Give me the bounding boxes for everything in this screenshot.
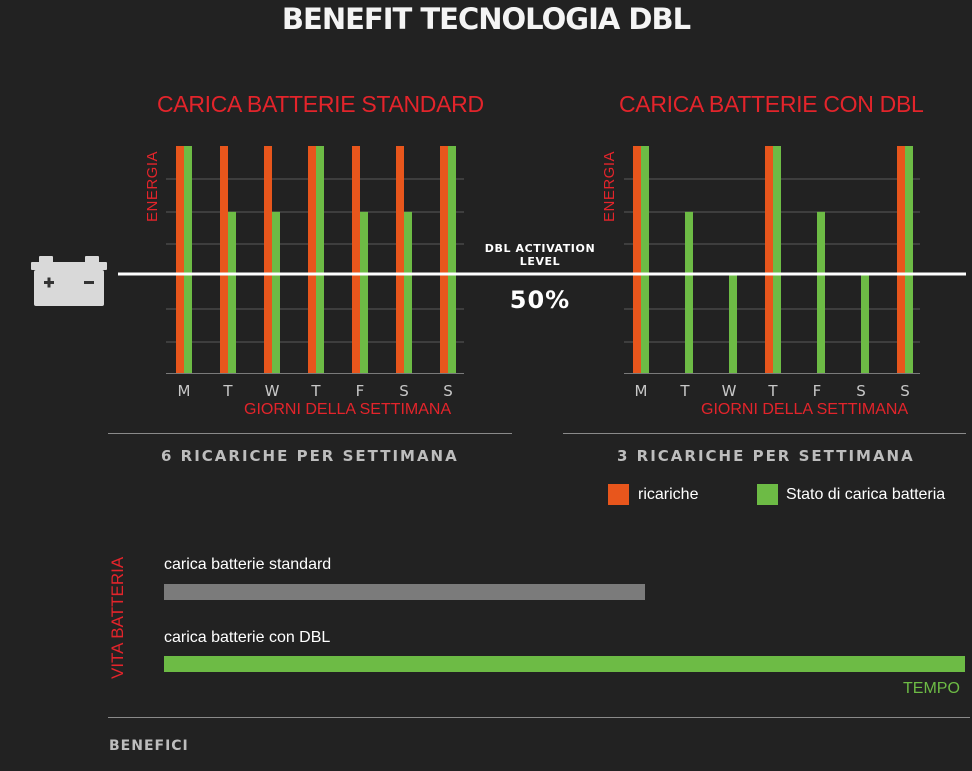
divider-bottom (108, 717, 970, 718)
life-bar-standard (164, 584, 645, 600)
life-label-standard: carica batterie standard (164, 556, 332, 573)
chart-title-dbl: CARICA BATTERIE CON DBL (619, 91, 924, 117)
tick-label-dbl-1: T (679, 382, 690, 400)
life-bar-dbl (164, 656, 965, 672)
legend-swatch-ricariche (608, 484, 629, 505)
bar-standard-ricariche-0 (176, 146, 184, 373)
tick-label-standard-5: S (399, 382, 409, 400)
tick-label-dbl-5: S (856, 382, 866, 400)
bar-dbl-stato-5 (861, 275, 869, 373)
tick-label-dbl-6: S (900, 382, 910, 400)
tick-label-standard-6: S (443, 382, 453, 400)
tick-label-dbl-2: W (722, 382, 737, 400)
tick-label-standard-0: M (178, 382, 191, 400)
life-label-dbl: carica batterie con DBL (164, 629, 331, 646)
tick-label-standard-1: T (222, 382, 233, 400)
divider-standard (108, 433, 512, 434)
bar-standard-ricariche-4 (352, 146, 360, 373)
life-track-dbl (164, 656, 965, 672)
bar-standard-stato-5 (404, 211, 412, 373)
bar-dbl-stato-6 (905, 146, 913, 373)
bar-standard-ricariche-2 (264, 146, 272, 373)
legend-label-stato: Stato di carica batteria (786, 486, 946, 503)
bars-layer (176, 146, 913, 373)
tick-label-standard-2: W (265, 382, 280, 400)
bar-standard-stato-4 (360, 211, 368, 373)
tick-label-standard-3: T (310, 382, 321, 400)
page-title: BENEFIT TECNOLOGIA DBL (281, 2, 691, 36)
bar-dbl-stato-3 (773, 146, 781, 373)
bar-dbl-stato-4 (817, 211, 825, 373)
bar-standard-stato-0 (184, 146, 192, 373)
bar-standard-stato-1 (228, 211, 236, 373)
tick-label-standard-4: F (356, 382, 365, 400)
tick-label-dbl-4: F (813, 382, 822, 400)
chart-title-standard: CARICA BATTERIE STANDARD (157, 91, 484, 117)
summary-dbl: 3 RICARICHE PER SETTIMANA (617, 447, 915, 465)
battery-icon (31, 256, 107, 306)
legend-label-ricariche: ricariche (638, 486, 699, 503)
tick-label-dbl-0: M (635, 382, 648, 400)
bar-dbl-stato-2 (729, 275, 737, 373)
summary-standard: 6 RICARICHE PER SETTIMANA (161, 447, 459, 465)
legend-swatch-stato (757, 484, 778, 505)
bar-standard-stato-3 (316, 146, 324, 373)
time-axis-label: TEMPO (903, 680, 960, 697)
x-axis-title-dbl: GIORNI DELLA SETTIMANA (701, 401, 909, 418)
bar-dbl-ricariche-0 (633, 146, 641, 373)
x-axis-title-standard: GIORNI DELLA SETTIMANA (244, 401, 452, 418)
bar-dbl-ricariche-3 (765, 146, 773, 373)
bar-standard-ricariche-3 (308, 146, 316, 373)
bar-standard-ricariche-5 (396, 146, 404, 373)
bar-standard-ricariche-1 (220, 146, 228, 373)
bar-standard-stato-6 (448, 146, 456, 373)
bar-dbl-ricariche-6 (897, 146, 905, 373)
threshold-value: 50% (509, 286, 571, 314)
tick-label-dbl-3: T (767, 382, 778, 400)
bar-standard-stato-2 (272, 211, 280, 373)
divider-dbl (563, 433, 966, 434)
bar-dbl-stato-1 (685, 211, 693, 373)
threshold-caption: DBL ACTIVATION LEVEL (484, 242, 596, 268)
bar-standard-ricariche-6 (440, 146, 448, 373)
bar-dbl-stato-0 (641, 146, 649, 373)
footer-label: BENEFICI (109, 738, 189, 754)
battery-life-label: VITA BATTERIA (108, 556, 127, 679)
life-track-standard (164, 584, 965, 600)
